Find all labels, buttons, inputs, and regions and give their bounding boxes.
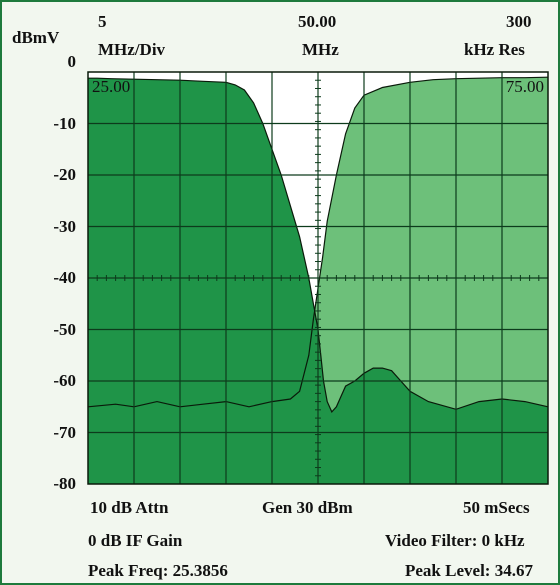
- sweep-label: 50 mSecs: [463, 498, 530, 517]
- video-filter-label: Video Filter: 0 kHz: [385, 531, 525, 550]
- y-tick-label: -50: [53, 319, 76, 339]
- center-value: 50.00: [298, 12, 337, 31]
- series-1-area: [88, 78, 548, 484]
- plot-border: [87, 71, 549, 485]
- peak-level-label: Peak Level: 34.67: [405, 561, 533, 580]
- y-tick-label: 0: [67, 52, 77, 71]
- series-2-line: [87, 76, 549, 408]
- res-value: 300: [506, 12, 532, 31]
- gen-label: Gen 30 dBm: [262, 498, 353, 517]
- if-gain-label: 0 dB IF Gain: [88, 531, 183, 550]
- y-tick-label: -80: [53, 474, 76, 493]
- center-unit: MHz: [302, 40, 339, 59]
- peak-freq-label: Peak Freq: 25.3856: [88, 561, 228, 580]
- y-tick-label: -30: [53, 216, 76, 236]
- y-tick-label: -70: [53, 422, 76, 442]
- x-start-label: 25.00: [92, 77, 130, 96]
- res-unit: kHz Res: [464, 40, 525, 59]
- x-stop-label: 75.00: [506, 77, 544, 96]
- y-tick-label: -10: [53, 113, 76, 133]
- attn-label: 10 dB Attn: [90, 498, 169, 517]
- unit-label: dBmV: [12, 28, 60, 47]
- y-tick-label: -60: [53, 371, 76, 390]
- span-value: 5: [98, 12, 107, 31]
- y-tick-label: -40: [53, 268, 76, 287]
- y-tick-label: -20: [53, 165, 76, 184]
- span-unit: MHz/Div: [98, 40, 166, 59]
- series-1-line: [88, 77, 549, 413]
- series-2-area: [88, 77, 548, 484]
